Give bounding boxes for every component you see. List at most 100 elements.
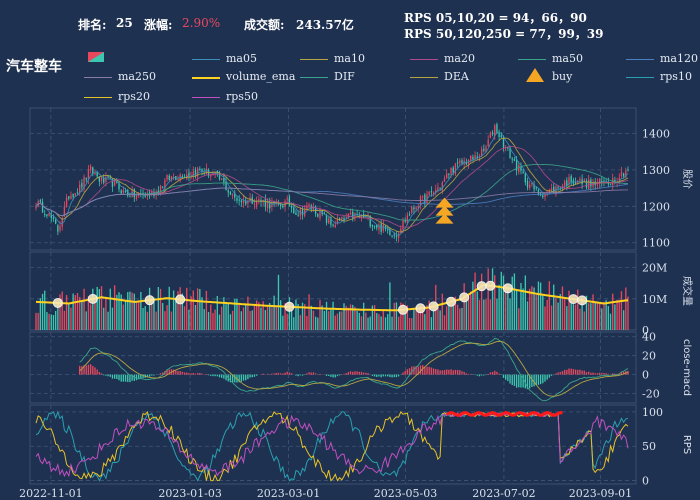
candle-body [601, 180, 603, 183]
macd-histogram-bar [616, 373, 618, 375]
candle-body [229, 191, 232, 195]
macd-histogram-bar [186, 372, 188, 375]
candle-body [435, 189, 437, 194]
volume-bar [328, 311, 330, 330]
macd-histogram-bar [384, 374, 387, 377]
macd-histogram-bar [515, 374, 518, 388]
volume-bar [421, 305, 424, 330]
macd-histogram-bar [192, 373, 194, 375]
volume-bar [341, 311, 343, 330]
volume-bar [214, 309, 216, 330]
volume-bar [52, 314, 55, 330]
candle-body [190, 175, 192, 177]
volume-bar [129, 291, 131, 330]
volume-bar [330, 309, 332, 330]
legend-swatch [84, 77, 112, 78]
candle-body [376, 224, 378, 228]
macd-histogram-bar [574, 369, 577, 375]
legend-swatch [626, 77, 654, 78]
volume-bar [122, 304, 125, 330]
legend-label: buy [552, 70, 573, 83]
volume-bar [295, 299, 297, 330]
turnover-value: 243.57亿 [296, 18, 354, 32]
candle-body [105, 176, 107, 182]
candle-body [103, 178, 105, 183]
volume-bar [465, 299, 468, 330]
macd-histogram-bar [81, 366, 83, 375]
volume-bar [347, 307, 350, 330]
macd-histogram-bar [467, 373, 470, 375]
volume-bar [502, 275, 505, 330]
candle-body [352, 211, 354, 219]
macd-histogram-bar [612, 373, 614, 375]
volume-bar [301, 302, 304, 330]
change-value: 2.90% [182, 16, 221, 30]
candle-body [459, 160, 461, 164]
macd-histogram-bar [441, 370, 443, 375]
volume-bar [622, 310, 625, 330]
candle-body [325, 215, 328, 223]
macd-histogram-bar [295, 374, 297, 376]
macd-histogram-bar [354, 371, 356, 375]
volume-bar [218, 314, 221, 330]
candle-body [100, 176, 103, 182]
candle-body [319, 209, 321, 219]
price-tick-label: 1200 [642, 200, 670, 213]
dea-line [79, 340, 629, 397]
macd-histogram-bar [310, 372, 312, 375]
volume-bar [196, 288, 199, 330]
volume-bar [400, 302, 402, 330]
volume-bar [620, 291, 623, 330]
macd-histogram-bar [120, 374, 122, 382]
legend-item-rps50: rps50 [192, 90, 258, 103]
macd-histogram-bar [299, 374, 301, 376]
volume-bar [321, 305, 323, 330]
volume-bar [203, 309, 205, 330]
volume-bar [614, 304, 616, 330]
volume-bar [253, 305, 256, 330]
macd-histogram-bar [314, 373, 317, 375]
volume-highlight-dot [446, 296, 457, 307]
candle-body [568, 176, 570, 185]
volume-bar [266, 305, 269, 330]
candle-body [210, 174, 212, 177]
volume-bar [35, 312, 37, 330]
macd-histogram-bar [262, 373, 264, 375]
volume-bar [579, 308, 581, 330]
volume-bar [223, 297, 225, 330]
macd-histogram-bar [146, 374, 149, 378]
volume-bar [234, 299, 236, 330]
legend-label: rps10 [660, 70, 692, 83]
macd-histogram-bar [568, 368, 570, 375]
legend-swatch [300, 77, 328, 78]
macd-histogram-bar [489, 372, 492, 375]
candle-body [507, 147, 509, 149]
price-axis-label: 股价 [681, 169, 693, 189]
volume-bar [170, 311, 173, 330]
volume-bar [402, 303, 404, 330]
volume-bar [515, 290, 518, 330]
volume-bar [461, 307, 463, 330]
volume-bar [201, 297, 203, 330]
volume-bar [369, 316, 371, 330]
macd-histogram-bar [249, 374, 251, 378]
candle-body [432, 192, 435, 194]
macd-histogram-bar [529, 374, 531, 389]
sector-flag-icon [88, 52, 104, 62]
volume-bar [507, 286, 509, 330]
candle-body [144, 195, 146, 197]
candle-body [524, 173, 526, 183]
macd-histogram-bar [212, 374, 214, 377]
volume-bar [299, 315, 301, 330]
macd-histogram-bar [588, 371, 590, 375]
rps-extreme-band [445, 411, 563, 417]
volume-bar [577, 289, 579, 330]
macd-histogram-bar [231, 374, 234, 383]
legend-item-volume-ema: volume_ema [192, 70, 295, 83]
macd-histogram-bar [480, 374, 483, 376]
volume-bar [550, 305, 553, 330]
macd-histogram-bar [179, 371, 181, 375]
candle-body [585, 180, 588, 188]
volume-bar [242, 307, 245, 330]
candle-body [349, 212, 352, 215]
